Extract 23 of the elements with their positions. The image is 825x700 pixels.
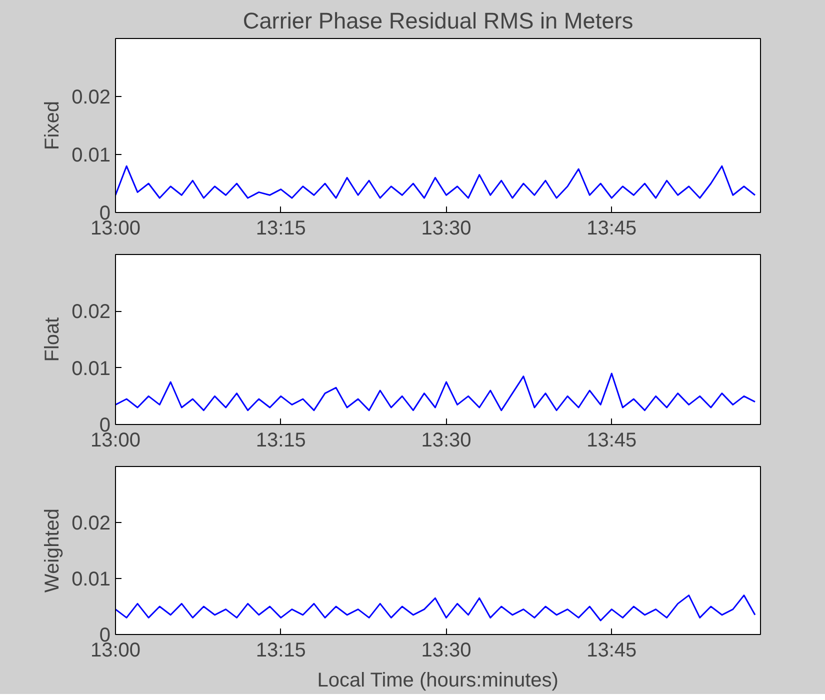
x-axis-title: Local Time (hours:minutes) xyxy=(317,670,558,692)
line-series xyxy=(116,372,756,412)
y-tick-label: 0.02 xyxy=(72,301,111,324)
y-tick-label: 0.01 xyxy=(72,144,111,166)
x-tick-label: 13:45 xyxy=(586,218,637,240)
x-tick-label: 13:30 xyxy=(421,430,472,452)
y-tick-label: 0.02 xyxy=(72,86,111,108)
y-axis-title: Fixed xyxy=(42,101,64,150)
x-tick-label: 13:45 xyxy=(586,430,637,452)
x-tick-label: 13:15 xyxy=(256,218,306,240)
line-series xyxy=(116,594,756,622)
y-tick-label: 0.01 xyxy=(72,568,111,590)
line-series xyxy=(116,165,756,199)
y-tick-label: 0.02 xyxy=(72,512,111,534)
x-tick-label: 13:30 xyxy=(421,218,472,240)
x-tick-label: 13:45 xyxy=(586,640,637,662)
y-tick-label: 0.01 xyxy=(72,358,111,380)
x-tick-label: 13:15 xyxy=(256,430,306,452)
y-axis-title: Weighted xyxy=(42,508,64,593)
x-tick-label: 13:15 xyxy=(256,640,306,662)
x-tick-label: 13:30 xyxy=(421,640,472,662)
y-axis-title: Float xyxy=(42,316,64,362)
chart-title: Carrier Phase Residual RMS in Meters xyxy=(242,8,634,34)
